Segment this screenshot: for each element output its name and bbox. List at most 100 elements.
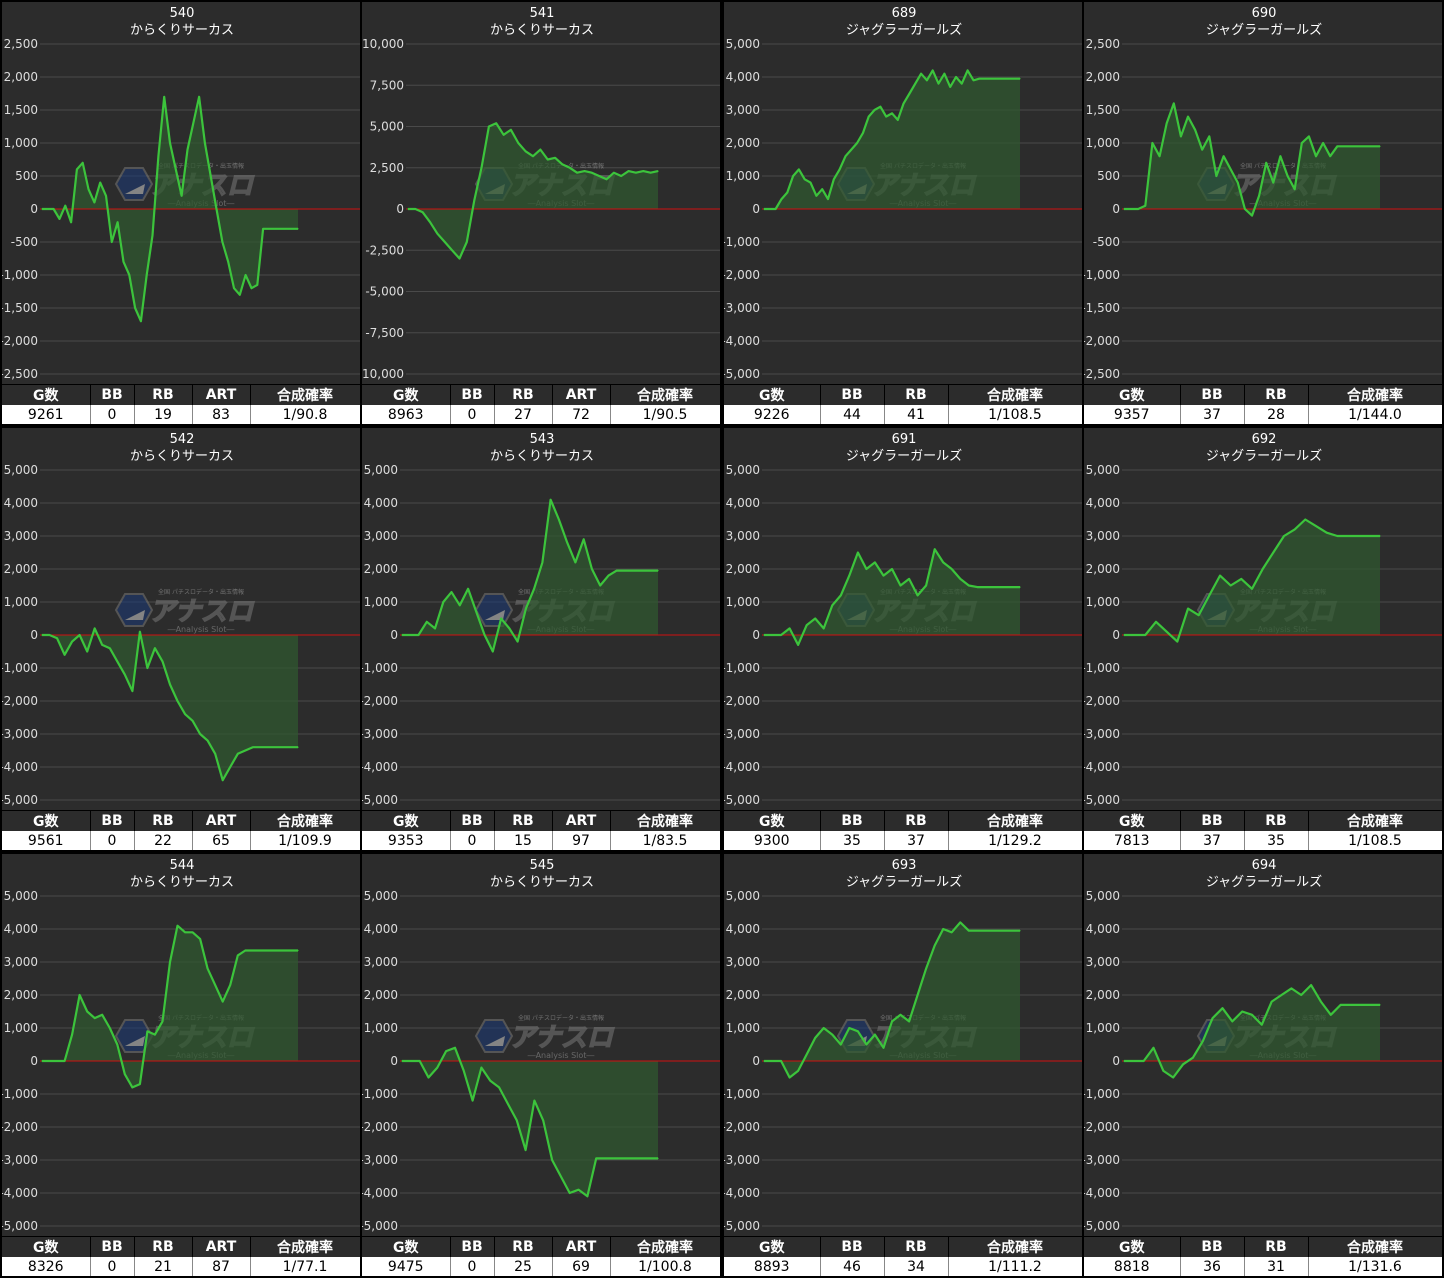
- data-point: [1192, 1057, 1194, 1059]
- machine-name: ジャグラーガールズ: [1206, 874, 1322, 890]
- data-point: [541, 561, 543, 563]
- y-tick-label: -5,000: [2, 793, 38, 807]
- stats-header-rb: RB: [134, 1236, 193, 1257]
- data-point: [972, 79, 975, 81]
- data-point: [1244, 208, 1246, 210]
- data-point: [267, 746, 269, 748]
- data-point: [1280, 994, 1283, 996]
- y-tick-label: -5,000: [362, 1219, 398, 1233]
- data-point: [41, 1060, 43, 1062]
- data-point: [157, 155, 159, 157]
- y-tick-label: 2,000: [726, 136, 760, 150]
- data-point: [1173, 102, 1175, 104]
- data-point: [58, 218, 61, 220]
- data-point: [1379, 145, 1381, 147]
- stats-header-prob: 合成確率: [948, 384, 1082, 405]
- data-point: [865, 1043, 867, 1046]
- data-point: [47, 208, 49, 210]
- data-point: [642, 170, 644, 172]
- machine-name: からくりサーカス: [130, 449, 234, 464]
- data-point: [533, 1100, 535, 1102]
- machine-number: 691: [892, 432, 917, 447]
- data-point: [214, 753, 216, 755]
- stats-header-g: G数: [724, 384, 821, 405]
- data-point: [1258, 195, 1260, 197]
- data-point: [978, 78, 980, 80]
- data-point: [985, 586, 987, 588]
- stats-table: G数 BB RB ART 合成確率 8326 0 21 87 1/77.1: [2, 1236, 360, 1276]
- data-point: [1159, 155, 1161, 157]
- data-point: [297, 949, 299, 952]
- data-point: [1340, 1004, 1342, 1006]
- data-point: [116, 660, 118, 662]
- stats-table: G数 BB RB 合成確率 8893 46 34 1/111.2: [724, 1236, 1082, 1276]
- data-point: [71, 641, 73, 643]
- data-point: [463, 1070, 465, 1072]
- stats-value-bb: 37: [1180, 405, 1245, 424]
- stats-value-bb: 0: [450, 831, 495, 850]
- y-tick-label: -2,000: [724, 1120, 760, 1134]
- balance-chart: 543 からくりサーカス 5,000 4,000 3,000 2,000 1,000 0 -1,…: [362, 432, 720, 807]
- data-point: [259, 949, 261, 952]
- data-point: [267, 949, 269, 952]
- data-point: [804, 178, 806, 180]
- data-point: [1215, 175, 1217, 177]
- data-point: [949, 86, 951, 88]
- data-point: [840, 594, 842, 596]
- data-point: [1144, 634, 1146, 636]
- y-tick-label: 3,000: [364, 955, 398, 969]
- data-point: [207, 968, 209, 970]
- y-tick-label: 2,000: [726, 562, 760, 576]
- slot-machine-panel: 544 からくりサーカス 5,000 4,000 3,000 2,000 1,000 0 -1,…: [2, 854, 360, 1276]
- stats-value-prob: 1/108.5: [948, 405, 1082, 424]
- data-point: [607, 575, 610, 577]
- stats-value-g: 9226: [724, 405, 821, 424]
- data-point: [1379, 1004, 1381, 1006]
- data-point: [591, 568, 593, 570]
- data-point: [1221, 1007, 1224, 1009]
- slot-machine-panel: 540 からくりサーカス 2,500 2,000 1,500 1,000 500 0 -500 -…: [2, 2, 360, 424]
- y-tick-label: -1,000: [1084, 268, 1120, 282]
- data-point: [967, 69, 969, 71]
- stats-value-g: 9300: [724, 831, 821, 850]
- stats-value-rb: 15: [494, 831, 553, 850]
- data-point: [583, 170, 586, 172]
- data-point: [516, 1119, 518, 1121]
- y-tick-label: -2,500: [1084, 367, 1120, 381]
- y-tick-label: 1,000: [364, 595, 398, 609]
- data-point: [1176, 641, 1178, 643]
- y-tick-label: 0: [1112, 628, 1120, 642]
- stats-header-bb: BB: [1180, 1236, 1245, 1257]
- data-point: [1320, 1001, 1322, 1003]
- data-point: [815, 195, 817, 197]
- balance-line: [402, 1046, 658, 1198]
- y-tick-label: -1,000: [362, 661, 398, 675]
- y-tick-label: -3,000: [724, 301, 760, 315]
- data-point: [1372, 145, 1374, 147]
- machine-name: からくりサーカス: [490, 875, 594, 890]
- y-tick-label: -3,000: [2, 1153, 38, 1167]
- data-point: [771, 634, 774, 636]
- data-point: [657, 570, 659, 572]
- y-tick-label: -500: [11, 235, 38, 249]
- data-point: [873, 109, 876, 111]
- data-point: [1336, 145, 1338, 147]
- machine-number: 541: [530, 6, 555, 21]
- data-point: [599, 584, 601, 587]
- data-point: [925, 584, 927, 587]
- y-tick-label: 3,000: [726, 955, 760, 969]
- stats-value-rb: 27: [494, 405, 553, 424]
- stats-table: G数 BB RB 合成確率 9226 44 41 1/108.5: [724, 384, 1082, 424]
- y-tick-label: 2,000: [4, 70, 38, 84]
- stats-header-rb: RB: [884, 810, 949, 831]
- stats-value-rb: 21: [134, 1257, 193, 1276]
- y-tick-label: 1,000: [726, 1021, 760, 1035]
- data-point: [93, 201, 95, 203]
- data-point: [444, 241, 446, 243]
- y-tick-label: 1,000: [4, 1021, 38, 1035]
- data-point: [605, 178, 608, 180]
- stats-value-bb: 0: [90, 405, 135, 424]
